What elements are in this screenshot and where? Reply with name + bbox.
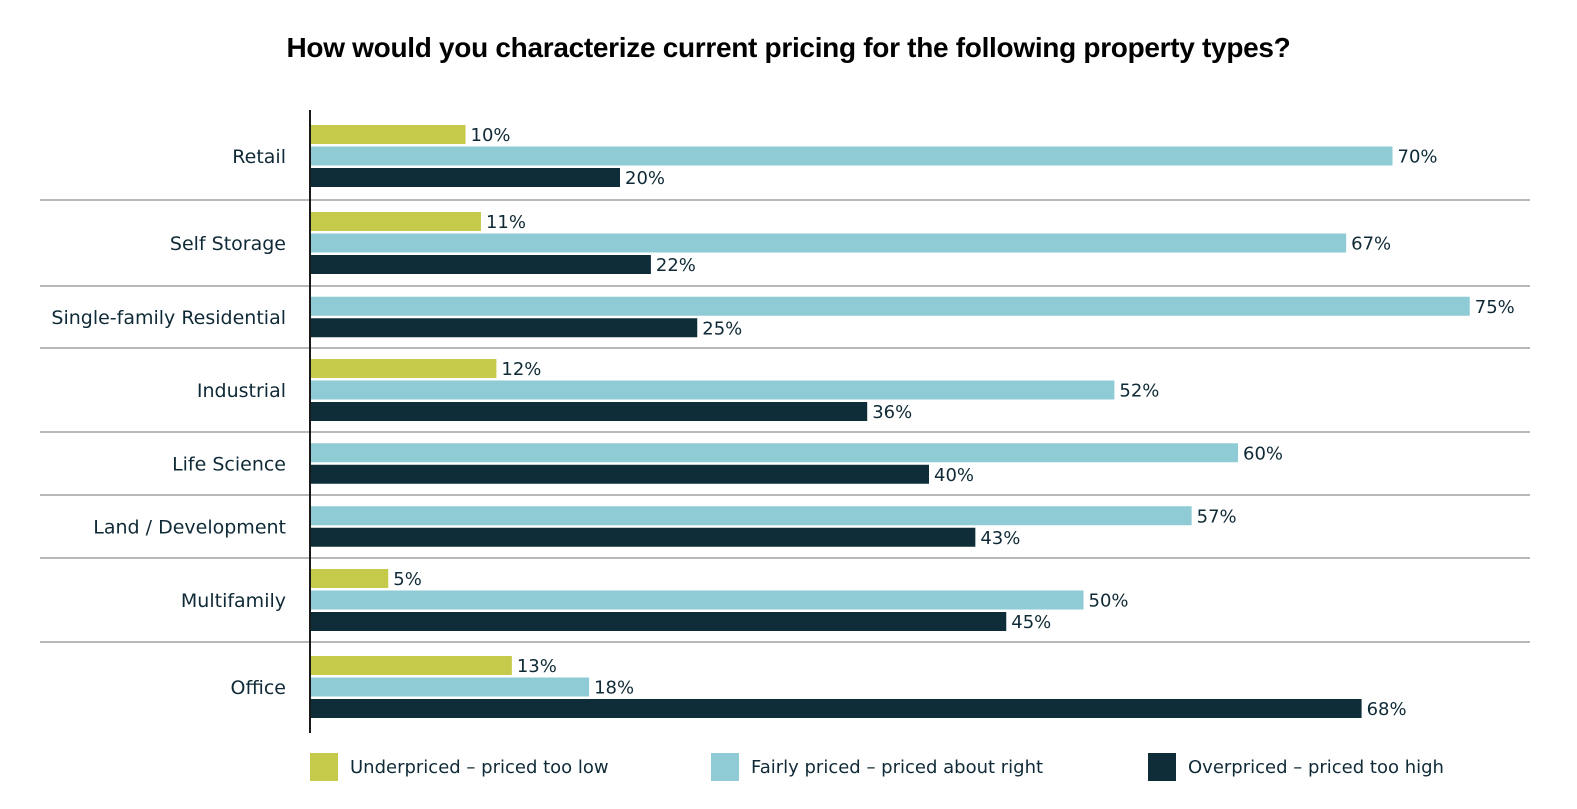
legend-item-overpriced: Overpriced – priced too high xyxy=(1148,752,1444,782)
chart-title: How would you characterize current prici… xyxy=(286,32,1291,63)
legend-item-underpriced: Underpriced – priced too low xyxy=(310,752,609,782)
data-label: 36% xyxy=(872,402,912,423)
bar xyxy=(311,233,1347,253)
bar xyxy=(311,380,1115,400)
data-label: 20% xyxy=(625,168,665,189)
bar xyxy=(311,318,698,338)
bar xyxy=(311,506,1192,526)
data-label: 52% xyxy=(1119,381,1159,402)
bar xyxy=(311,255,651,274)
bar xyxy=(311,168,620,187)
data-label: 11% xyxy=(486,212,526,233)
data-label: 43% xyxy=(980,528,1020,549)
category-label: Office xyxy=(231,677,286,699)
category-label: Land / Development xyxy=(93,517,286,539)
data-label: 70% xyxy=(1398,147,1438,168)
data-label: 50% xyxy=(1089,591,1129,612)
data-label: 25% xyxy=(702,318,742,339)
bar xyxy=(311,699,1362,718)
bar xyxy=(311,464,929,484)
category-label: Self Storage xyxy=(170,233,286,255)
data-label: 18% xyxy=(594,678,634,699)
bar xyxy=(311,146,1393,166)
data-label: 45% xyxy=(1011,612,1051,633)
data-label: 67% xyxy=(1351,234,1391,255)
bar xyxy=(311,656,512,675)
data-label: 22% xyxy=(656,255,696,276)
bar xyxy=(311,212,481,231)
data-label: 12% xyxy=(501,359,541,380)
bar xyxy=(311,569,389,588)
bar xyxy=(311,677,590,697)
data-label: 60% xyxy=(1243,443,1283,464)
bar xyxy=(311,443,1238,463)
bar xyxy=(311,125,466,144)
category-label: Industrial xyxy=(197,380,286,402)
data-label: 75% xyxy=(1475,297,1515,318)
category-label: Life Science xyxy=(172,454,286,476)
category-label: Retail xyxy=(232,146,286,168)
data-label: 40% xyxy=(934,465,974,486)
bar xyxy=(311,612,1007,631)
legend-swatch-fairly-priced xyxy=(711,753,739,781)
bar xyxy=(311,359,497,378)
data-label: 5% xyxy=(393,569,422,590)
bar xyxy=(311,296,1470,316)
data-label: 68% xyxy=(1367,699,1407,720)
legend-label-fairly-priced: Fairly priced – priced about right xyxy=(751,756,1044,778)
legend-swatch-underpriced xyxy=(310,753,338,781)
data-label: 13% xyxy=(517,656,557,677)
legend-item-fairly-priced: Fairly priced – priced about right xyxy=(711,752,1043,782)
bar xyxy=(311,402,868,421)
legend-label-underpriced: Underpriced – priced too low xyxy=(350,756,609,778)
category-label: Single-family Residential xyxy=(51,307,286,329)
bar xyxy=(311,527,976,547)
data-label: 10% xyxy=(471,125,511,146)
legend-label-overpriced: Overpriced – priced too high xyxy=(1188,756,1444,778)
data-label: 57% xyxy=(1197,506,1237,527)
bar xyxy=(311,590,1084,610)
legend: Underpriced – priced too low Fairly pric… xyxy=(0,752,1577,784)
legend-swatch-overpriced xyxy=(1148,753,1176,781)
category-label: Multifamily xyxy=(181,590,286,612)
